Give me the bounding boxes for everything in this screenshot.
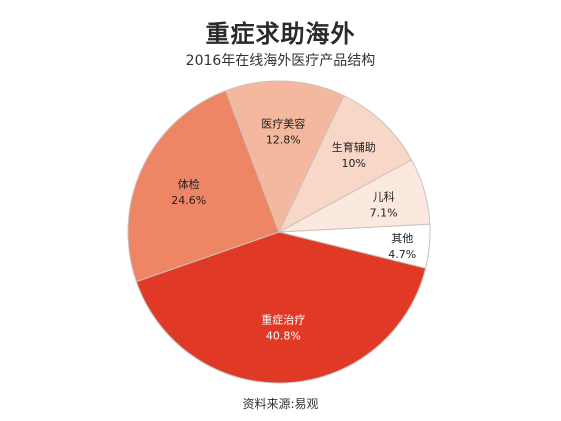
slice-value-1: 40.8%	[266, 330, 301, 343]
slice-label-4: 生育辅助	[332, 140, 376, 154]
chart-subtitle: 2016年在线海外医疗产品结构	[185, 53, 376, 69]
pie-slice-3	[225, 80, 345, 234]
slice-label-5: 儿科	[373, 189, 395, 203]
chart-source: 资料来源:易观	[242, 397, 319, 411]
chart-title: 重症求助海外	[205, 20, 356, 48]
slice-value-2: 24.6%	[171, 194, 206, 207]
pie-slice-4	[277, 94, 413, 234]
pie-slice-5	[278, 159, 431, 233]
slice-value-3: 12.8%	[266, 133, 301, 146]
pie-slice-2	[127, 90, 280, 283]
slice-label-1: 重症治疗	[261, 313, 305, 327]
slice-label-3: 医疗美容	[261, 116, 305, 130]
slice-value-4: 10%	[342, 157, 366, 170]
slice-value-5: 7.1%	[370, 206, 398, 219]
slice-label-6: 其他	[391, 232, 413, 245]
slice-label-2: 体检	[178, 177, 200, 191]
pie-slice-1	[135, 231, 427, 384]
slice-value-6: 4.7%	[388, 248, 416, 261]
